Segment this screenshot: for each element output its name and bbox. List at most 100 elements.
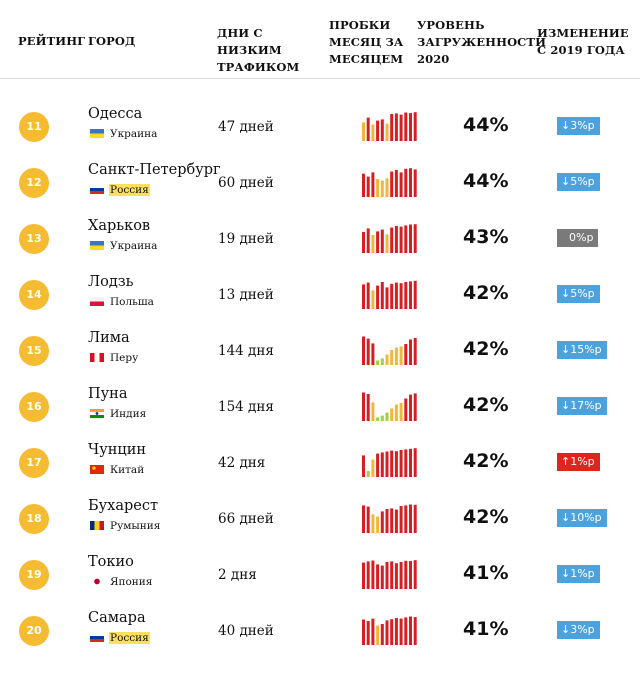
change-badge: ↓17%р [557,397,607,415]
country: Польша [90,295,155,309]
month-bar [376,453,380,477]
month-bar [380,565,384,589]
month-bar [385,451,389,477]
month-bar [413,112,417,141]
month-bar [385,620,389,645]
month-bar [394,509,398,533]
month-bar [366,394,370,421]
month-bar [409,168,412,197]
month-bar [385,509,389,533]
japan-flag-icon [90,576,104,586]
month-bar [390,508,394,533]
country-name: Япония [110,576,153,588]
month-bar [366,471,370,477]
month-bar [413,448,417,477]
month-bar [366,282,370,309]
month-bar [385,123,389,141]
month-bar [371,343,375,365]
header-congestion-level: УРОВЕНЬ ЗАГРУЖЕННОСТИ 2020 [417,18,547,66]
country: Китай [90,463,145,477]
month-bar [371,402,375,421]
rank-badge: 20 [19,616,49,646]
month-bar [385,234,389,253]
month-bar [413,169,417,197]
change-badge: ↑1%р [557,453,600,471]
month-bar [399,506,403,533]
month-bar [399,562,403,589]
country-name: Украина [110,128,158,140]
low-traffic-days: 2 дня [218,567,257,583]
ukraine-flag-icon [90,128,104,138]
month-bar [390,114,394,141]
country: Россия [90,631,150,645]
city-name: Чунцин [88,442,147,458]
month-bar [371,172,375,197]
month-bar [409,339,412,365]
low-traffic-days: 60 дней [218,175,274,191]
low-traffic-days: 13 дней [218,287,274,303]
city-name: Токио [88,554,134,570]
month-bar [413,224,417,253]
change-badge: ↓3%р [557,621,600,639]
low-traffic-days: 154 дня [218,399,274,415]
table-row: 12 Санкт-Петербург Россия 60 дней 44% ↓5… [0,155,640,211]
month-bar [409,394,412,421]
country: Россия [90,183,150,197]
low-traffic-days: 144 дня [218,343,274,359]
month-bar [394,170,398,197]
month-bar [371,618,375,645]
month-bar [385,178,389,197]
month-bar [380,452,384,477]
month-bar [366,561,370,589]
header-low-traffic-days: ДНИ С НИЗКИМ ТРАФИКОМ [217,26,300,74]
month-bar [371,459,375,477]
country: Украина [90,239,158,253]
country: Япония [90,575,153,589]
country: Украина [90,127,158,141]
country-name: Китай [110,464,145,476]
month-bar [390,561,394,589]
month-bar [404,398,408,421]
rank-badge: 11 [19,112,49,142]
month-bar [376,516,380,533]
city-name: Пуна [88,386,128,402]
low-traffic-days: 66 дней [218,511,274,527]
month-bar [380,624,384,645]
month-bar [413,338,417,365]
city-name: Лима [88,330,130,346]
month-bar [380,180,384,197]
low-traffic-days: 42 дня [218,455,266,471]
change-badge: ↓5%р [557,173,600,191]
month-bar [404,344,408,365]
rank-badge: 16 [19,392,49,422]
country-name: Украина [110,240,158,252]
month-bar [390,619,394,645]
country: Румыния [90,519,161,533]
city-name: Лодзь [88,274,134,290]
country: Индия [90,407,147,421]
rank-badge: 12 [19,168,49,198]
month-bar [399,226,403,253]
change-badge: ↓15%р [557,341,607,359]
russia-flag-icon [90,184,104,194]
month-bar [390,350,394,365]
country-name: Польша [110,296,154,308]
month-bar [413,504,417,533]
month-bar [413,560,417,589]
month-bar [371,235,375,253]
table-row: 15 Лима Перу 144 дня 42% ↓15%р [0,323,640,379]
month-bar [409,616,412,645]
month-bar [385,562,389,589]
country-name: Индия [110,408,147,420]
poland-flag-icon [90,296,104,306]
month-bar [362,284,365,309]
table-row: 18 Бухарест Румыния 66 дней 42% ↓10%р [0,491,640,547]
month-bar [362,173,365,197]
month-bar [394,113,398,141]
header-city: ГОРОД [88,34,136,48]
month-bar [404,617,408,645]
month-bar [413,617,417,645]
country-name: Россия [109,632,150,644]
month-bar [409,113,412,141]
india-flag-icon [90,408,104,418]
